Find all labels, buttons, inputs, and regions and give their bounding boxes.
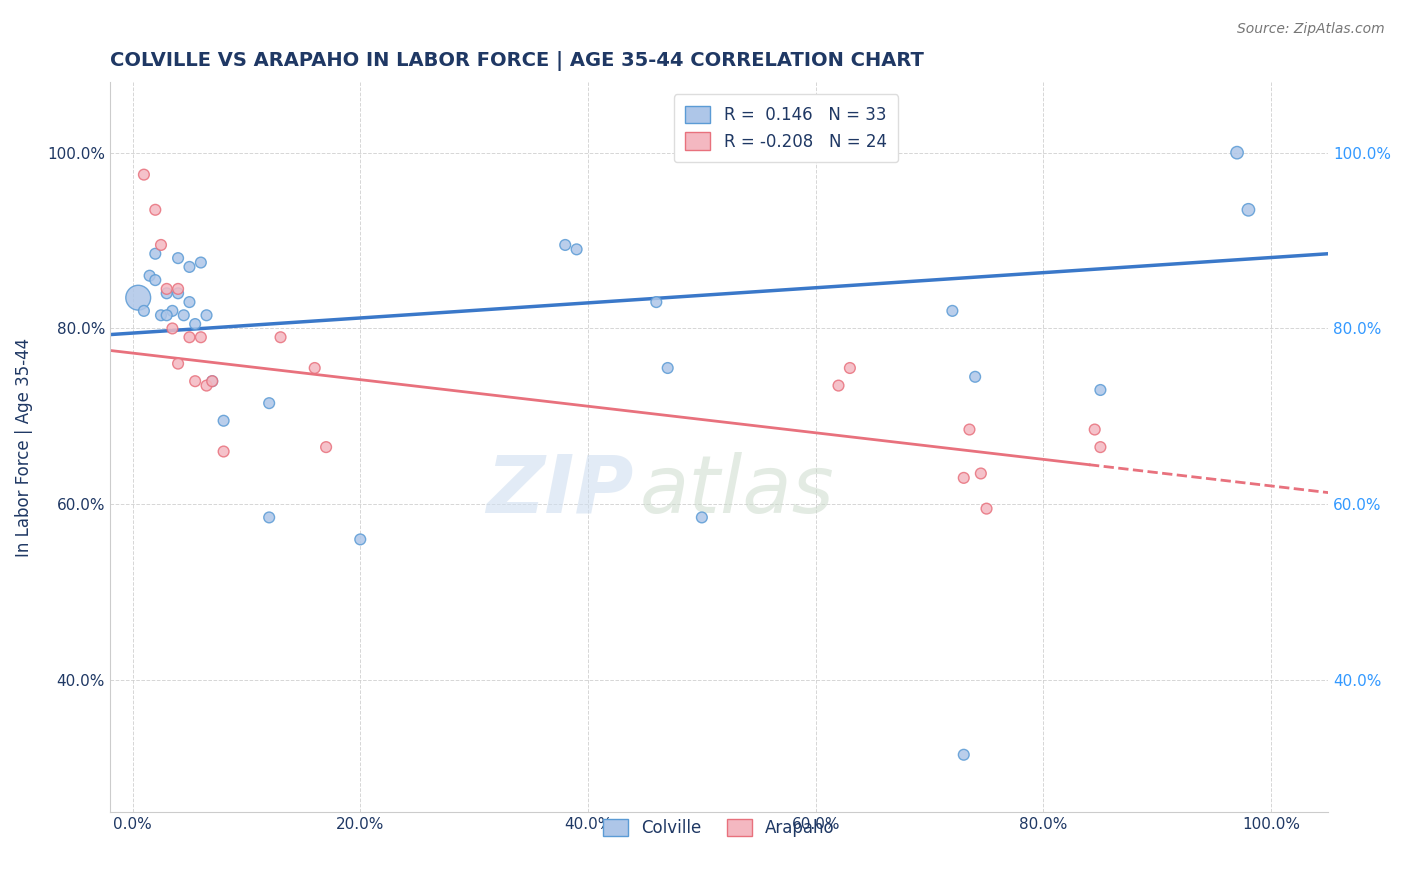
Point [167,282,190,296]
Point [143,202,166,217]
Legend: Colville, Arapaho: Colville, Arapaho [596,813,841,844]
Point [162,321,184,335]
Point [315,440,337,454]
Point [304,361,326,376]
Point [167,286,190,301]
Point [952,747,974,762]
Point [565,243,588,257]
Point [976,501,998,516]
Point [201,374,224,388]
Point [827,378,849,392]
Point [127,291,149,305]
Point [132,304,155,318]
Point [952,471,974,485]
Point [1084,423,1107,437]
Text: ZIP: ZIP [486,452,634,530]
Point [156,308,179,322]
Point [143,246,166,260]
Point [143,273,166,287]
Point [349,533,371,547]
Point [138,268,160,283]
Point [184,374,207,388]
Point [156,282,179,296]
Point [173,308,195,322]
Point [657,361,679,376]
Point [195,378,218,392]
Point [212,414,235,428]
Point [162,304,184,318]
Text: Source: ZipAtlas.com: Source: ZipAtlas.com [1237,22,1385,37]
Text: COLVILLE VS ARAPAHO IN LABOR FORCE | AGE 35-44 CORRELATION CHART: COLVILLE VS ARAPAHO IN LABOR FORCE | AGE… [110,51,924,70]
Point [838,361,860,376]
Point [257,396,280,410]
Point [184,317,207,331]
Point [156,286,179,301]
Point [554,238,576,252]
Point [959,423,981,437]
Y-axis label: In Labor Force | Age 35-44: In Labor Force | Age 35-44 [15,337,32,557]
Point [270,330,292,344]
Point [1090,440,1112,454]
Point [970,467,993,481]
Point [1237,202,1260,217]
Point [132,168,155,182]
Text: atlas: atlas [640,452,835,530]
Point [190,255,212,269]
Point [179,330,201,344]
Point [150,238,173,252]
Point [1090,383,1112,397]
Point [179,260,201,274]
Point [179,295,201,310]
Point [150,308,173,322]
Point [190,330,212,344]
Point [965,369,987,384]
Point [201,374,224,388]
Point [257,510,280,524]
Point [941,304,963,318]
Point [690,510,713,524]
Point [167,251,190,265]
Point [1226,145,1249,160]
Point [195,308,218,322]
Point [645,295,668,310]
Point [212,444,235,458]
Point [167,357,190,371]
